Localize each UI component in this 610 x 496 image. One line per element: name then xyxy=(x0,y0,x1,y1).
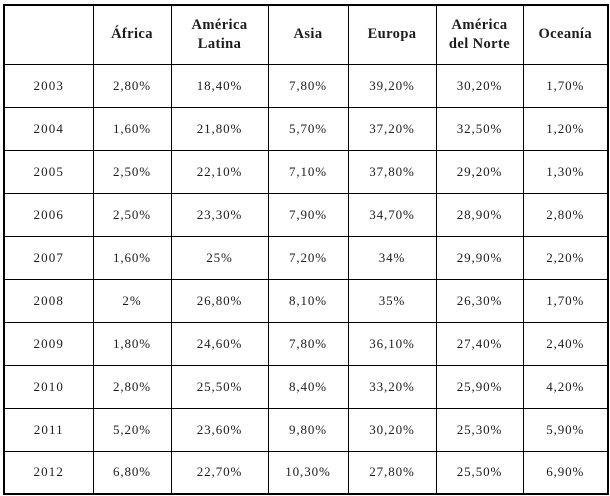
value-cell: 22,70% xyxy=(170,450,269,495)
year-cell: 2004 xyxy=(3,106,94,151)
value-cell: 25,50% xyxy=(170,364,269,409)
table-row: 2011 5,20% 23,60% 9,80% 30,20% 25,30% 5,90% xyxy=(3,407,609,452)
value-cell: 35% xyxy=(347,278,437,323)
column-header: América del Norte xyxy=(435,4,524,65)
header-row: África América Latina Asia Europa América de… xyxy=(3,4,609,65)
year-cell: 2008 xyxy=(3,278,94,323)
value-cell: 33,20% xyxy=(347,364,437,409)
column-header: Oceanía xyxy=(522,4,609,65)
value-cell: 29,20% xyxy=(435,149,524,194)
table-row: 2006 2,50% 23,30% 7,90% 34,70% 28,90% 2,80% xyxy=(3,192,609,237)
table-row: 2009 1,80% 24,60% 7,80% 36,10% 27,40% 2,40% xyxy=(3,321,609,366)
value-cell: 30,20% xyxy=(435,63,524,108)
year-cell: 2009 xyxy=(3,321,94,366)
year-cell: 2003 xyxy=(3,63,94,108)
value-cell: 18,40% xyxy=(170,63,269,108)
year-cell: 2005 xyxy=(3,149,94,194)
value-cell: 7,10% xyxy=(267,149,349,194)
value-cell: 37,20% xyxy=(347,106,437,151)
value-cell: 27,40% xyxy=(435,321,524,366)
value-cell: 2,50% xyxy=(92,149,172,194)
year-cell: 2010 xyxy=(3,364,94,409)
value-cell: 7,80% xyxy=(267,321,349,366)
value-cell: 32,50% xyxy=(435,106,524,151)
corner-cell xyxy=(3,4,94,65)
value-cell: 6,80% xyxy=(92,450,172,495)
value-cell: 1,80% xyxy=(92,321,172,366)
table-row: 2005 2,50% 22,10% 7,10% 37,80% 29,20% 1,30% xyxy=(3,149,609,194)
value-cell: 2,80% xyxy=(522,192,609,237)
value-cell: 26,80% xyxy=(170,278,269,323)
table-body: 2003 2,80% 18,40% 7,80% 39,20% 30,20% 1,70% 200… xyxy=(3,63,609,495)
value-cell: 1,70% xyxy=(522,63,609,108)
value-cell: 23,30% xyxy=(170,192,269,237)
value-cell: 2,80% xyxy=(92,63,172,108)
table-row: 2010 2,80% 25,50% 8,40% 33,20% 25,90% 4,20% xyxy=(3,364,609,409)
table-row: 2007 1,60% 25% 7,20% 34% 29,90% 2,20% xyxy=(3,235,609,280)
value-cell: 2,40% xyxy=(522,321,609,366)
value-cell: 28,90% xyxy=(435,192,524,237)
value-cell: 7,20% xyxy=(267,235,349,280)
value-cell: 7,90% xyxy=(267,192,349,237)
value-cell: 34% xyxy=(347,235,437,280)
value-cell: 30,20% xyxy=(347,407,437,452)
year-cell: 2012 xyxy=(3,450,94,495)
table-header: África América Latina Asia Europa América de… xyxy=(3,4,609,65)
table-row: 2012 6,80% 22,70% 10,30% 27,80% 25,50% 6,90% xyxy=(3,450,609,495)
value-cell: 25,50% xyxy=(435,450,524,495)
column-header: América Latina xyxy=(170,4,269,65)
value-cell: 1,20% xyxy=(522,106,609,151)
value-cell: 1,60% xyxy=(92,106,172,151)
value-cell: 6,90% xyxy=(522,450,609,495)
value-cell: 10,30% xyxy=(267,450,349,495)
value-cell: 4,20% xyxy=(522,364,609,409)
column-header: Asia xyxy=(267,4,349,65)
value-cell: 5,70% xyxy=(267,106,349,151)
year-cell: 2011 xyxy=(3,407,94,452)
value-cell: 37,80% xyxy=(347,149,437,194)
year-cell: 2006 xyxy=(3,192,94,237)
value-cell: 26,30% xyxy=(435,278,524,323)
value-cell: 22,10% xyxy=(170,149,269,194)
column-header: África xyxy=(92,4,172,65)
value-cell: 8,10% xyxy=(267,278,349,323)
value-cell: 23,60% xyxy=(170,407,269,452)
value-cell: 2,20% xyxy=(522,235,609,280)
table-row: 2004 1,60% 21,80% 5,70% 37,20% 32,50% 1,20% xyxy=(3,106,609,151)
value-cell: 7,80% xyxy=(267,63,349,108)
table-row: 2008 2% 26,80% 8,10% 35% 26,30% 1,70% xyxy=(3,278,609,323)
value-cell: 25,30% xyxy=(435,407,524,452)
value-cell: 2,80% xyxy=(92,364,172,409)
value-cell: 5,20% xyxy=(92,407,172,452)
table-row: 2003 2,80% 18,40% 7,80% 39,20% 30,20% 1,70% xyxy=(3,63,609,108)
value-cell: 8,40% xyxy=(267,364,349,409)
value-cell: 25,90% xyxy=(435,364,524,409)
regional-percentage-table: África América Latina Asia Europa América de… xyxy=(3,4,609,495)
column-header: Europa xyxy=(347,4,437,65)
year-cell: 2007 xyxy=(3,235,94,280)
value-cell: 24,60% xyxy=(170,321,269,366)
value-cell: 2% xyxy=(92,278,172,323)
value-cell: 1,70% xyxy=(522,278,609,323)
value-cell: 2,50% xyxy=(92,192,172,237)
value-cell: 36,10% xyxy=(347,321,437,366)
value-cell: 29,90% xyxy=(435,235,524,280)
value-cell: 1,30% xyxy=(522,149,609,194)
value-cell: 1,60% xyxy=(92,235,172,280)
value-cell: 25% xyxy=(170,235,269,280)
value-cell: 39,20% xyxy=(347,63,437,108)
value-cell: 27,80% xyxy=(347,450,437,495)
value-cell: 5,90% xyxy=(522,407,609,452)
value-cell: 34,70% xyxy=(347,192,437,237)
value-cell: 21,80% xyxy=(170,106,269,151)
value-cell: 9,80% xyxy=(267,407,349,452)
